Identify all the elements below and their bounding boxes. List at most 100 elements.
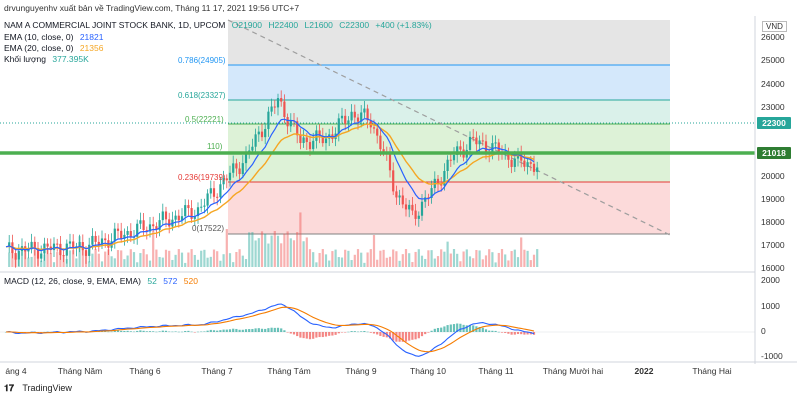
volume-bar [433,258,436,267]
candle-body [72,241,75,249]
volume-bar [452,249,456,267]
macd-hist-bar [142,330,145,332]
candle-body [395,191,398,198]
macd-hist-bar [222,329,225,332]
macd-hist-bar [212,330,216,332]
candle-body [459,146,462,150]
volume-bar [334,249,337,267]
macd-tick: 2000 [761,275,780,285]
macd-hist-bar [116,330,120,332]
fib-label-0618: 0.618(23327) [178,91,226,100]
volume-bar [184,262,187,267]
volume-label: Khối lượng [4,54,46,64]
fib-label-0: 0(17522) [192,224,225,233]
symbol-legend[interactable]: NAM A COMMERCIAL JOINT STOCK BANK, 1D, U… [4,20,432,31]
candle-body [436,178,440,185]
volume-bar [72,250,75,267]
macd-hist-bar [350,331,353,332]
volume-bar [222,254,225,267]
candle-body [158,220,161,230]
volume-bar [123,259,126,267]
volume-legend[interactable]: Khối lượng 377.395K [4,54,89,65]
price-axis[interactable]: 26000 25000 24000 23000 21000 20000 1900… [755,0,797,400]
price-tick: 16000 [761,263,785,273]
volume-bar [468,256,472,267]
macd-hist-bar [491,330,494,332]
volume-bar [174,254,177,267]
volume-bar [91,253,94,267]
volume-bar [321,249,324,267]
volume-bar [500,249,504,267]
candle-body [97,241,100,245]
time-tick: Tháng Tám [267,366,311,376]
time-tick: 2022 [634,366,654,376]
volume-bar [46,249,49,267]
candle-body [100,238,104,245]
volume-bar [139,253,142,267]
volume-bar [180,252,184,267]
volume-value: 377.395K [52,54,89,64]
candle-body [449,159,452,161]
candle-body [376,128,379,136]
volume-bar [420,255,424,267]
candle-body [190,208,193,219]
candle-body [168,219,171,227]
volume-bar [372,235,376,267]
volume-bar [305,237,308,267]
volume-bar [465,249,468,267]
time-tick: Tháng Năm [57,366,103,376]
candle-body [196,207,200,217]
ema20-legend[interactable]: EMA (20, close, 0) 21356 [4,43,103,54]
ema10-legend[interactable]: EMA (10, close, 0) 21821 [4,32,103,43]
price-tick: 24000 [761,79,785,89]
volume-bar [337,257,340,267]
macd-hist-bar [318,332,321,338]
candle-body [388,153,392,171]
macd-hist-bar [452,324,456,332]
candle-body [283,101,286,118]
volume-bar [148,260,152,267]
macd-hist-bar [110,331,113,333]
macd-hist-bar [382,332,385,337]
volume-bar [536,249,539,267]
brand-footer[interactable]: 𝟏𝟕 TradingView [4,383,72,394]
volume-bar [302,241,305,267]
macd-legend[interactable]: MACD (12, 26, close, 9, EMA, EMA) 52 572… [4,276,198,287]
macd-hist-bar [161,330,164,332]
candle-body [209,188,212,194]
candle-body [206,193,209,206]
candle-body [379,135,382,150]
volume-bar [280,243,283,267]
candle-body [296,121,299,136]
chart-canvas[interactable] [0,16,797,364]
macd-hist-bar [315,332,318,338]
trendline[interactable] [227,19,671,236]
candle-body [443,170,446,186]
candle-body [155,226,158,230]
volume-bar [40,260,43,267]
price-tick: 19000 [761,194,785,204]
volume-bar [488,249,491,267]
candle-body [129,231,132,238]
candle-body [30,241,33,250]
volume-bar [225,229,228,267]
macd-hist-bar [113,330,116,332]
volume-bar [286,231,289,267]
volume-bar [504,254,507,267]
macd-hist-bar [363,330,366,332]
volume-bar [456,253,459,267]
time-axis[interactable]: áng 4 Tháng Năm Tháng 6 Tháng 7 Tháng Tá… [0,0,755,400]
volume-bar [209,256,212,267]
candle-body [65,243,68,256]
volume-bar [308,249,312,267]
macd-hist-bar [523,332,526,335]
candle-body [344,115,347,124]
candle-body [264,129,267,138]
volume-bar [459,261,462,267]
volume-bar [216,251,219,267]
volume-bar [196,259,200,267]
macd-label: MACD (12, 26, close, 9, EMA, EMA) [4,276,141,286]
candle-body [177,215,180,221]
candle-body [324,138,328,144]
macd-hist-bar [392,332,395,341]
